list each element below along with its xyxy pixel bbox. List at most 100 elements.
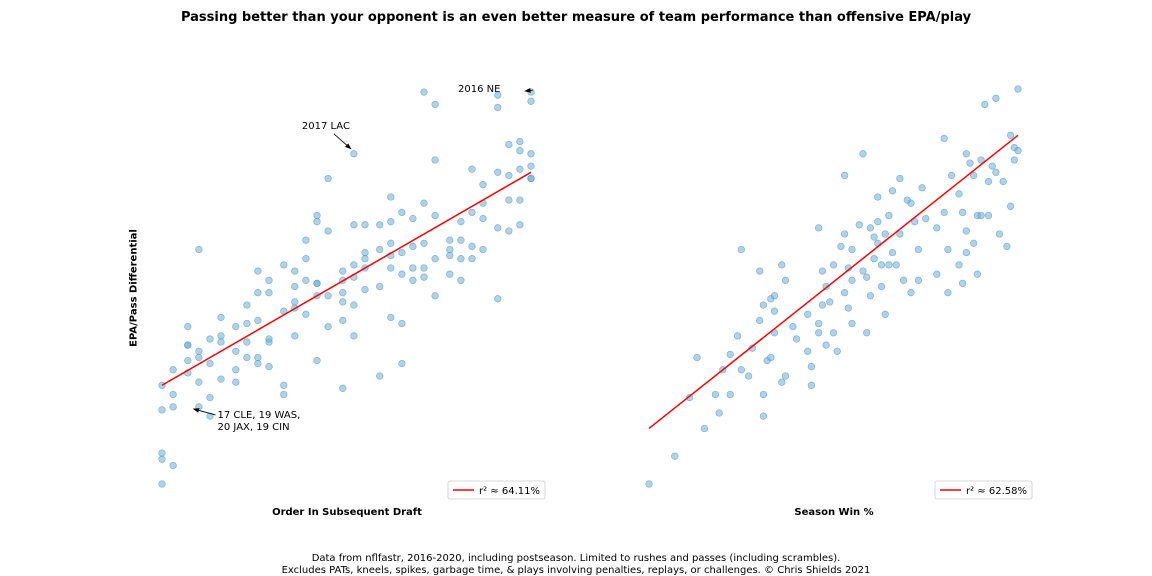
data-point <box>206 359 214 368</box>
data-point <box>792 335 801 343</box>
data-point <box>815 329 823 337</box>
annotation-label: 17 CLE, 19 WAS, 20 JAX, 19 CIN <box>218 410 301 433</box>
data-point <box>711 390 720 399</box>
data-point <box>431 156 439 164</box>
data-point <box>984 177 993 186</box>
data-point <box>685 393 694 402</box>
data-point <box>700 424 709 433</box>
annotation-label: 2016 NE <box>458 84 500 95</box>
data-point <box>169 461 177 470</box>
data-point <box>431 100 439 109</box>
data-point <box>350 332 358 340</box>
data-point <box>243 301 251 309</box>
data-point <box>527 88 535 96</box>
data-point <box>468 255 476 263</box>
data-point <box>844 304 852 312</box>
data-point <box>977 211 985 220</box>
data-point <box>409 264 417 272</box>
data-point <box>848 276 856 284</box>
data-point <box>516 196 524 204</box>
data-point <box>962 227 970 235</box>
data-point <box>217 332 225 340</box>
data-point <box>158 449 166 457</box>
data-point <box>313 279 321 288</box>
data-point <box>505 196 513 204</box>
x-axis-label-left: Order In Subsequent Draft <box>272 507 422 518</box>
data-point <box>361 255 369 263</box>
data-point <box>457 276 465 284</box>
data-point <box>516 147 524 155</box>
data-point <box>339 384 347 392</box>
data-point <box>527 97 535 105</box>
data-point <box>339 316 347 325</box>
data-point <box>756 267 764 275</box>
data-point <box>1006 131 1015 139</box>
data-point <box>977 156 985 164</box>
data-point <box>398 248 406 257</box>
data-point <box>431 292 439 300</box>
data-point <box>494 103 502 112</box>
data-point <box>339 267 347 275</box>
panel-draft-order: r² ≈ 64.11% 2016 NE 2017 LAC 17 CLE, 19 WAS… <box>158 84 546 500</box>
x-axis-label-right: Season Win % <box>794 507 874 518</box>
data-point <box>387 193 395 201</box>
data-point <box>169 403 177 411</box>
data-point <box>940 134 948 143</box>
data-point <box>387 264 395 272</box>
data-point <box>217 313 225 322</box>
data-point <box>350 301 358 309</box>
data-point <box>195 378 203 386</box>
data-point <box>398 208 406 217</box>
data-point <box>866 224 875 232</box>
data-point <box>387 218 395 226</box>
data-point <box>767 353 775 362</box>
annotation-arrow <box>192 408 216 416</box>
data-point <box>468 208 476 217</box>
data-point <box>291 332 299 340</box>
data-point <box>313 218 321 226</box>
data-point <box>431 255 439 263</box>
data-point <box>944 245 952 254</box>
data-point <box>457 236 465 244</box>
data-point <box>158 480 166 488</box>
data-point <box>922 214 930 223</box>
data-point <box>446 245 454 254</box>
data-point <box>770 307 779 315</box>
data-point <box>962 248 970 257</box>
data-point <box>376 245 384 254</box>
data-point <box>818 301 827 309</box>
annotation-arrow <box>333 133 352 150</box>
data-point <box>907 199 915 207</box>
data-point <box>376 282 384 291</box>
data-point <box>387 313 395 322</box>
data-point <box>973 270 982 278</box>
data-point <box>217 338 225 346</box>
legend-label: r² ≈ 62.58% <box>966 486 1027 497</box>
data-point <box>361 248 369 257</box>
data-point <box>822 341 830 349</box>
data-point <box>232 322 240 331</box>
caption-line-1: Data from nflfastr, 2016-2020, including… <box>311 553 841 564</box>
data-point <box>324 174 332 183</box>
data-point <box>859 267 867 275</box>
data-point <box>874 193 882 201</box>
data-point <box>446 251 454 260</box>
data-point <box>881 310 889 318</box>
data-point <box>265 289 273 297</box>
data-point <box>863 329 871 337</box>
data-point <box>420 273 428 281</box>
data-point <box>291 282 299 291</box>
data-point <box>232 347 240 355</box>
data-point <box>243 353 251 362</box>
data-point <box>899 276 908 284</box>
data-point <box>940 208 948 217</box>
data-point <box>947 171 956 180</box>
data-point <box>815 319 823 328</box>
data-point <box>265 363 273 371</box>
data-point <box>907 289 915 297</box>
data-point <box>885 261 893 269</box>
data-point <box>468 242 476 251</box>
data-point <box>693 353 701 362</box>
data-point <box>645 480 653 488</box>
data-point <box>350 150 358 158</box>
